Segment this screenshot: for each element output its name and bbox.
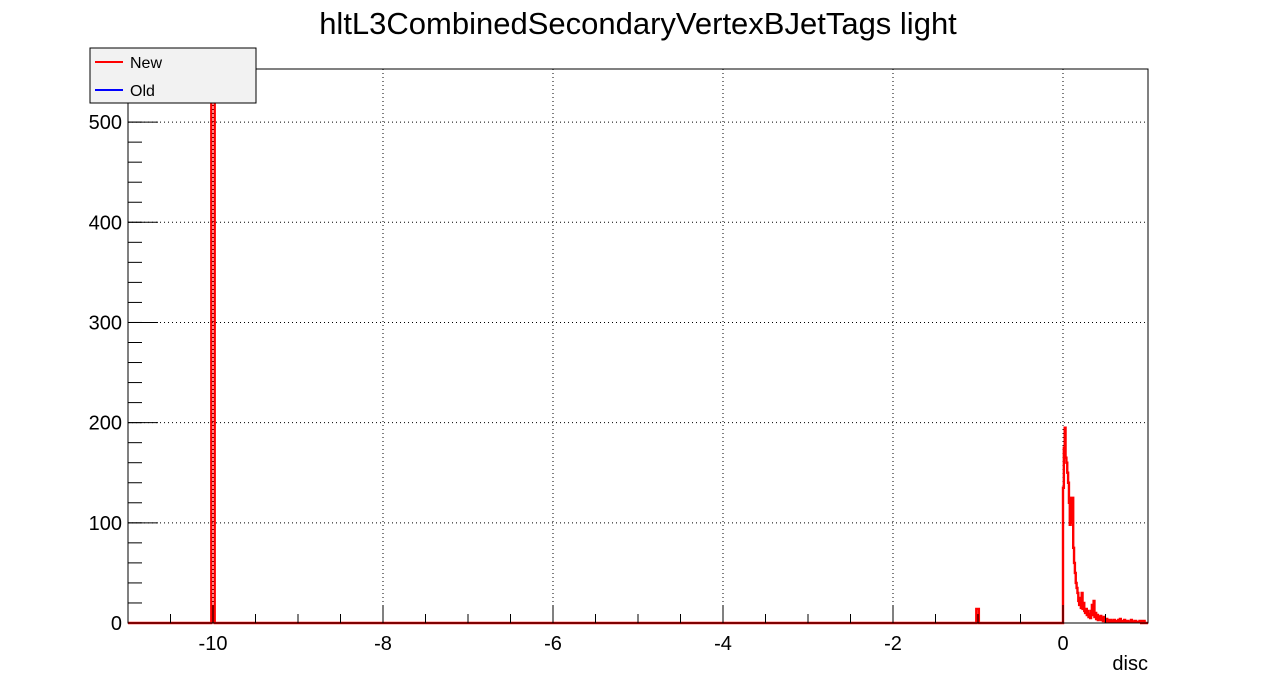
series-line-new: [128, 90, 1148, 625]
y-tick-label: 500: [89, 112, 122, 134]
legend-entries: New Old: [95, 55, 162, 100]
y-tick-label: 400: [89, 212, 122, 234]
axes: -10 -8 -6 -4 -2 0 0 100 200 300 400 500: [89, 81, 1149, 655]
x-tick-label: -10: [199, 633, 228, 655]
x-tick-label: -2: [884, 633, 902, 655]
plot-frame: [127, 68, 1149, 624]
series-layer: [128, 90, 1148, 625]
x-tick-label: 0: [1057, 633, 1068, 655]
y-tick-label: 300: [89, 312, 122, 334]
legend: New Old: [89, 47, 257, 104]
x-tick-label: -8: [374, 633, 392, 655]
chart-title: hltL3CombinedSecondaryVertexBJetTags lig…: [319, 6, 957, 41]
grid-lines: [128, 69, 1148, 624]
legend-box: [89, 47, 257, 104]
x-axis-label: disc: [1112, 653, 1148, 675]
y-tick-label: 0: [111, 613, 122, 635]
legend-label-old: Old: [130, 83, 155, 100]
legend-label-new: New: [130, 55, 162, 72]
y-tick-label: 100: [89, 513, 122, 535]
x-tick-label: -6: [544, 633, 562, 655]
y-tick-label: 200: [89, 413, 122, 435]
x-tick-label: -4: [714, 633, 732, 655]
